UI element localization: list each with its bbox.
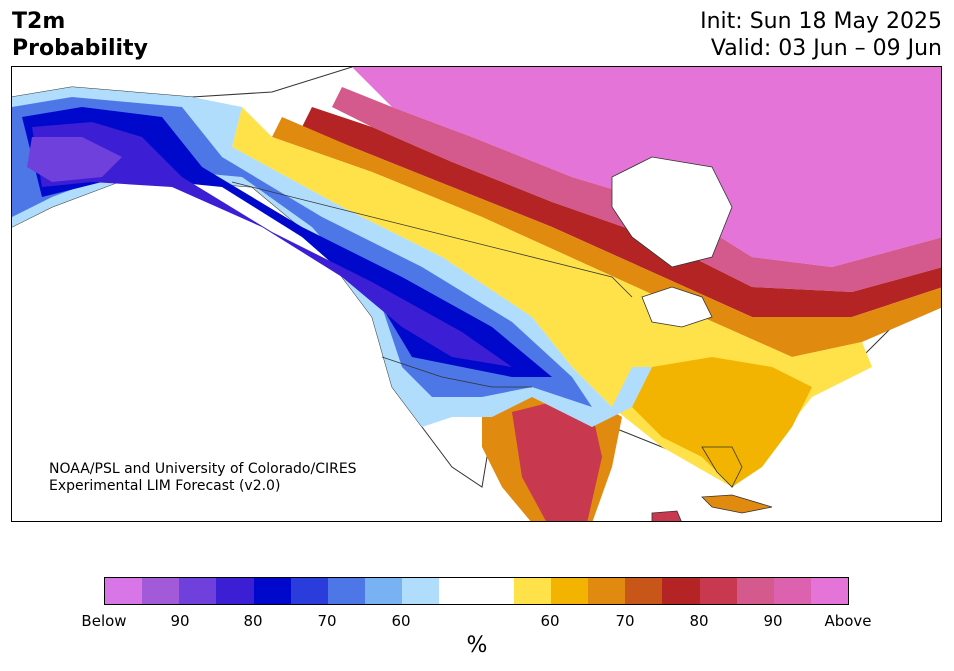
colorbar-segment [142, 578, 180, 604]
variable-label: T2m [12, 9, 66, 34]
forecast-map [11, 66, 942, 522]
valid-range: Valid: 03 Jun – 09 Jun [710, 36, 942, 61]
colorbar-segment [736, 578, 774, 604]
below-band-violet [27, 137, 122, 182]
colorbar-segment [216, 578, 254, 604]
colorbar-tick-label: 90 [763, 612, 783, 630]
colorbar-tick-label: 70 [317, 612, 337, 630]
great-lakes [641, 286, 713, 328]
hispaniola-island [651, 510, 682, 521]
colorbar-segment [105, 578, 143, 604]
above-band-red [302, 107, 941, 317]
colorbar-segment [179, 578, 217, 604]
probability-map-svg [12, 67, 941, 521]
hudson-bay [611, 156, 733, 268]
map-title-left: T2m Probability [12, 8, 148, 62]
colorbar-segment [327, 578, 366, 604]
colorbar-tick-label: 90 [170, 612, 190, 630]
credit-line2: Experimental LIM Forecast (v2.0) [49, 478, 281, 494]
colorbar-tick-label: 80 [243, 612, 263, 630]
above-band-gold [632, 357, 812, 487]
colorbar-segment [773, 578, 811, 604]
above-band-magenta [332, 87, 941, 292]
colorbar-segment [402, 578, 440, 604]
florida-peninsula [701, 446, 743, 488]
colorbar-tick-label: 70 [615, 612, 635, 630]
colorbar-segment [439, 578, 477, 604]
colorbar-segment [699, 578, 737, 604]
colorbar-unit: % [466, 633, 488, 658]
colorbar-segment [513, 578, 551, 604]
colorbar-tick-label: 60 [540, 612, 560, 630]
product-label: Probability [12, 36, 148, 61]
colorbar-segment [810, 578, 849, 604]
init-date: Init: Sun 18 May 2025 [700, 9, 942, 34]
colorbar-segment [662, 578, 700, 604]
above-pocket-south-red [512, 402, 602, 521]
colorbar-tick-label: Above [824, 612, 872, 630]
us-mexico-border [381, 356, 532, 388]
colorbar-segment [365, 578, 403, 604]
credit-line1: NOAA/PSL and University of Colorado/CIRE… [49, 461, 357, 477]
colorbar-segment [253, 578, 291, 604]
colorbar-segment [625, 578, 663, 604]
colorbar-tick-label: Below [81, 612, 127, 630]
credit-block: NOAA/PSL and University of Colorado/CIRE… [49, 461, 357, 495]
colorbar-segment [588, 578, 626, 604]
colorbar-tick-label: 80 [689, 612, 709, 630]
us-canada-border [231, 181, 633, 298]
map-title-right: Init: Sun 18 May 2025 Valid: 03 Jun – 09… [700, 8, 942, 62]
colorbar-tick-label: 60 [391, 612, 411, 630]
cuba-island [701, 494, 773, 514]
colorbar-segment [290, 578, 328, 604]
colorbar-segment [476, 578, 514, 604]
above-band-orange [272, 117, 941, 357]
below-band-core [32, 122, 512, 367]
colorbar-segment [550, 578, 589, 604]
colorbar [104, 577, 849, 605]
